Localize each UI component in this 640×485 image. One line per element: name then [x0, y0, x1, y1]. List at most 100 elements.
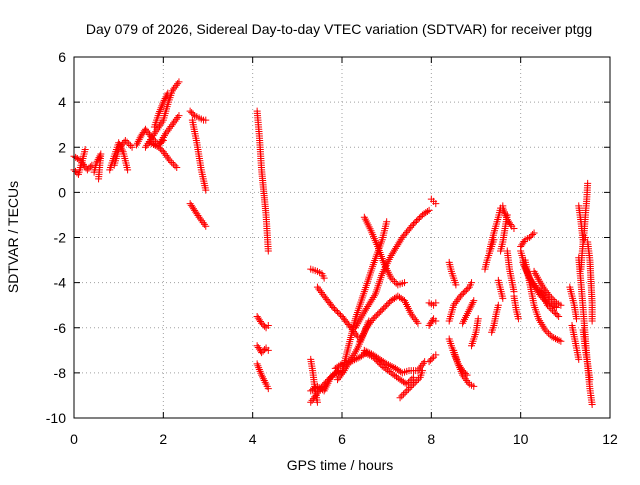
- data-point: [414, 375, 422, 383]
- data-point: [464, 285, 472, 293]
- data-point: [85, 164, 93, 172]
- data-point: [364, 348, 372, 356]
- data-track: [253, 342, 272, 357]
- data-point: [171, 117, 179, 125]
- data-point: [399, 390, 407, 398]
- data-point: [551, 297, 559, 305]
- data-point: [541, 326, 549, 334]
- data-point: [334, 376, 342, 384]
- data-point: [432, 351, 440, 359]
- data-point: [552, 309, 560, 317]
- data-point: [164, 126, 172, 134]
- data-point: [360, 308, 368, 316]
- data-point: [413, 317, 421, 325]
- data-point: [383, 301, 391, 309]
- data-point: [117, 142, 125, 150]
- data-point: [175, 78, 183, 86]
- y-axis-label: SDTVAR / TECUs: [5, 181, 21, 293]
- data-point: [199, 219, 207, 227]
- data-point: [404, 378, 412, 386]
- data-point: [161, 150, 169, 158]
- data-track: [253, 107, 272, 255]
- data-point: [470, 297, 478, 305]
- data-track: [425, 315, 440, 329]
- data-point: [163, 91, 171, 99]
- data-point: [372, 312, 380, 320]
- x-axis-label: GPS time / hours: [287, 457, 394, 473]
- data-point: [461, 288, 469, 296]
- data-point: [124, 166, 132, 174]
- data-point: [459, 289, 467, 297]
- data-point: [388, 363, 396, 371]
- data-point: [202, 186, 210, 194]
- data-point: [163, 128, 171, 136]
- data-point: [366, 299, 374, 307]
- data-point: [390, 246, 398, 254]
- data-point: [133, 139, 141, 147]
- data-point: [162, 93, 170, 101]
- data-point: [171, 83, 179, 91]
- data-point: [499, 294, 507, 302]
- data-point: [366, 349, 374, 357]
- data-point: [467, 302, 475, 310]
- data-points: [70, 78, 596, 408]
- data-point: [170, 119, 178, 127]
- data-track: [521, 256, 565, 345]
- data-point: [387, 252, 395, 260]
- data-point: [390, 277, 398, 285]
- data-track: [351, 206, 433, 332]
- x-tick-label: 2: [159, 431, 167, 447]
- data-point: [557, 301, 565, 309]
- data-point: [141, 125, 149, 133]
- data-point: [264, 247, 272, 255]
- data-point: [573, 315, 580, 323]
- data-point: [264, 346, 272, 354]
- data-point: [452, 298, 460, 306]
- data-point: [545, 329, 553, 337]
- data-point: [465, 306, 473, 314]
- data-point: [474, 315, 482, 323]
- data-point: [470, 382, 478, 390]
- data-point: [188, 109, 196, 117]
- data-point: [548, 306, 556, 314]
- data-point: [468, 279, 476, 287]
- data-point: [389, 370, 397, 378]
- data-point: [414, 319, 422, 327]
- data-point: [557, 337, 565, 345]
- data-point: [361, 306, 369, 314]
- data-point: [401, 379, 409, 387]
- data-track: [503, 247, 518, 296]
- data-point: [335, 374, 343, 382]
- data-point: [415, 214, 423, 222]
- data-point: [423, 208, 431, 216]
- x-tick-label: 0: [70, 431, 78, 447]
- data-point: [387, 369, 395, 377]
- x-tick-label: 4: [249, 431, 257, 447]
- data-point: [545, 303, 553, 311]
- data-point: [387, 274, 395, 282]
- data-point: [163, 153, 171, 161]
- axis-tick-labels: 0 2 4 6 8 10 12 -10 -8 -6 -4 -2 0 2 4 6: [46, 49, 618, 447]
- data-point: [542, 287, 550, 295]
- data-point: [427, 356, 435, 364]
- data-point: [307, 398, 315, 406]
- data-point: [189, 110, 197, 118]
- data-point: [555, 312, 563, 320]
- data-point: [425, 358, 433, 366]
- data-point: [389, 248, 397, 256]
- data-point: [540, 285, 548, 293]
- data-point: [167, 122, 175, 130]
- data-point: [159, 98, 167, 106]
- data-point: [159, 148, 167, 156]
- data-track: [360, 346, 429, 377]
- data-point: [260, 377, 268, 385]
- data-point: [75, 156, 83, 164]
- data-point: [547, 294, 555, 302]
- data-point: [412, 217, 420, 225]
- data-point: [168, 121, 176, 129]
- data-track: [445, 279, 476, 325]
- data-point: [331, 305, 339, 313]
- data-point: [166, 157, 174, 165]
- data-point: [173, 164, 181, 172]
- data-point: [315, 285, 323, 293]
